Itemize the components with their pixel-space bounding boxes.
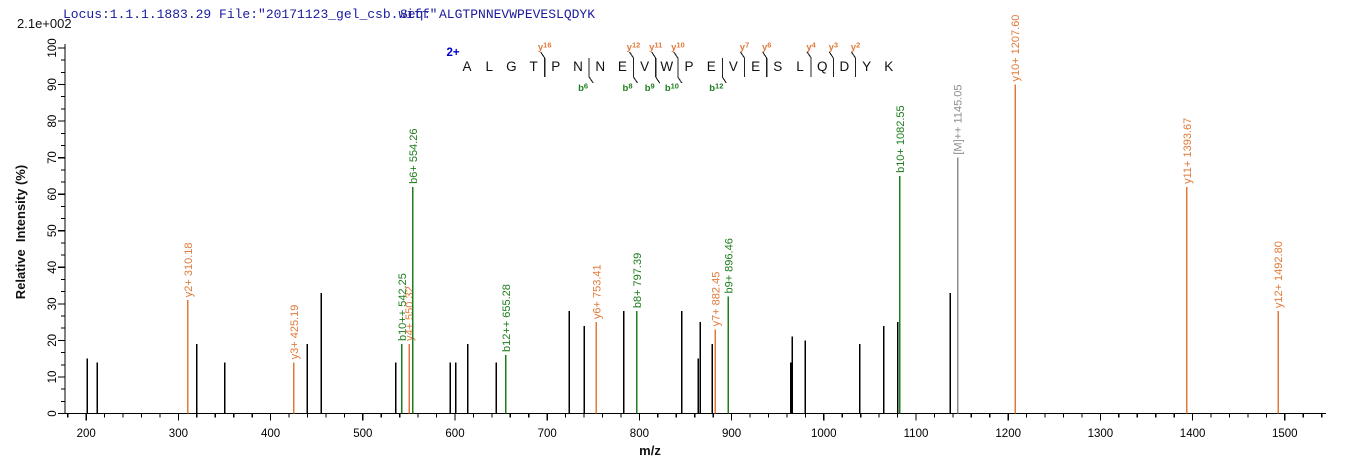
sequence-residue: G bbox=[506, 59, 517, 74]
y-tick-label: 0 bbox=[47, 410, 59, 416]
b-ion-label: b12 bbox=[709, 82, 723, 95]
fragment-divider-y-diagonal bbox=[806, 51, 812, 59]
sequence-residue: Y bbox=[862, 59, 871, 74]
sequence-residue: K bbox=[884, 59, 893, 74]
x-tick-label: 1500 bbox=[1272, 428, 1298, 440]
fragment-divider-b-diagonal bbox=[633, 76, 638, 84]
header-sequence: Seq: ALGTPNNEVWPEVESLQDYK bbox=[400, 7, 596, 22]
sequence-residue: T bbox=[529, 59, 537, 74]
peak-label: b12++ 655.28 bbox=[501, 284, 513, 352]
y-ion-label: y3 bbox=[829, 41, 838, 54]
precursor-charge: 2+ bbox=[446, 47, 459, 59]
x-axis-title: m/z bbox=[639, 443, 661, 458]
fragment-divider-b-diagonal bbox=[721, 76, 727, 84]
peak-label: b10+ 1082.55 bbox=[895, 105, 907, 173]
fragment-divider-y-diagonal bbox=[629, 51, 634, 59]
fragment-divider-y-diagonal bbox=[651, 51, 657, 59]
x-tick-label: 1400 bbox=[1180, 428, 1206, 440]
peak-label: [M]++ 1145.05 bbox=[953, 85, 965, 155]
peak-label: y6+ 753.41 bbox=[591, 264, 603, 319]
y-ion-label: y12 bbox=[627, 41, 641, 54]
x-tick-label: 900 bbox=[722, 428, 741, 440]
sequence-residue: Q bbox=[817, 59, 828, 74]
peak-label: b8+ 797.39 bbox=[632, 253, 644, 308]
peak-label: y4+ 550.32 bbox=[404, 286, 416, 341]
sequence-residue: E bbox=[707, 59, 716, 74]
sequence-residue: V bbox=[729, 59, 738, 74]
sequence-residue: L bbox=[796, 59, 804, 74]
y-tick-label: 50 bbox=[47, 224, 59, 237]
fragment-divider-y-diagonal bbox=[851, 51, 856, 59]
fragment-divider-b-diagonal bbox=[588, 76, 594, 84]
y-ion-label: y10 bbox=[671, 41, 685, 54]
sequence-residue: D bbox=[840, 59, 850, 74]
sequence-residue: E bbox=[618, 59, 627, 74]
y-ion-label: y7 bbox=[740, 41, 749, 54]
peak-label: y12+ 1492.80 bbox=[1273, 241, 1285, 308]
sequence-residue: P bbox=[684, 59, 693, 74]
y-ion-label: y2 bbox=[851, 41, 860, 54]
y-tick-label: 30 bbox=[47, 297, 59, 310]
fragment-divider-b-diagonal bbox=[677, 76, 683, 84]
x-tick-label: 800 bbox=[630, 428, 649, 440]
y-tick-label: 80 bbox=[47, 115, 59, 128]
x-tick-label: 1300 bbox=[1088, 428, 1114, 440]
y-ion-label: y16 bbox=[538, 41, 552, 54]
x-tick-label: 400 bbox=[261, 428, 280, 440]
peak-label: y3+ 425.19 bbox=[289, 305, 301, 360]
peak-label: y10+ 1207.60 bbox=[1010, 15, 1022, 82]
fragment-divider-y-diagonal bbox=[828, 51, 834, 59]
x-tick-label: 1200 bbox=[995, 428, 1021, 440]
peak-label: b9+ 896.46 bbox=[723, 238, 735, 293]
x-tick-label: 700 bbox=[538, 428, 557, 440]
peak-label: y11+ 1393.67 bbox=[1182, 118, 1194, 184]
b-ion-label: b8 bbox=[623, 82, 633, 95]
x-tick-label: 1100 bbox=[904, 428, 929, 440]
sequence-residue: E bbox=[751, 59, 760, 74]
y-ion-label: y4 bbox=[806, 41, 816, 54]
sequence-residue: N bbox=[595, 59, 605, 74]
x-tick-label: 500 bbox=[353, 428, 372, 440]
fragment-divider-y-diagonal bbox=[673, 51, 679, 59]
sequence-residue: V bbox=[640, 59, 649, 74]
peak-label: y2+ 310.18 bbox=[183, 242, 195, 297]
x-tick-label: 200 bbox=[77, 428, 96, 440]
x-tick-label: 1000 bbox=[811, 428, 837, 440]
sequence-residue: W bbox=[660, 59, 673, 74]
sequence-residue: S bbox=[773, 59, 782, 74]
peak-label: b10++ 542.25 bbox=[397, 273, 409, 341]
y-tick-label: 60 bbox=[47, 188, 59, 201]
x-tick-label: 300 bbox=[169, 428, 188, 440]
y-tick-label: 40 bbox=[47, 261, 59, 274]
y-ion-label: y11 bbox=[649, 41, 662, 54]
x-tick-label: 600 bbox=[445, 428, 464, 440]
b-ion-label: b10 bbox=[665, 82, 679, 95]
fragment-divider-y-diagonal bbox=[540, 51, 546, 59]
y-tick-label: 70 bbox=[47, 151, 59, 164]
intensity-scale-label: 2.1e+002 bbox=[17, 16, 72, 31]
b-ion-label: b6 bbox=[578, 82, 588, 95]
fragment-divider-y-diagonal bbox=[740, 51, 745, 59]
y-tick-label: 10 bbox=[47, 371, 59, 384]
peak-label: y7+ 882.45 bbox=[710, 272, 722, 327]
sequence-residue: L bbox=[485, 59, 493, 74]
y-tick-label: 20 bbox=[47, 334, 59, 347]
sequence-residue: P bbox=[551, 59, 560, 74]
header-locus-file: Locus:1.1.1.1883.29 File:"20171123_gel_c… bbox=[63, 7, 438, 22]
sequence-residue: N bbox=[573, 59, 583, 74]
fragment-divider-y-diagonal bbox=[762, 51, 768, 59]
fragment-divider-b-diagonal bbox=[655, 76, 661, 84]
y-tick-label: 90 bbox=[47, 78, 59, 91]
peak-label: b6+ 554.26 bbox=[408, 129, 420, 184]
y-ion-label: y6 bbox=[762, 41, 771, 54]
y-tick-label: 100 bbox=[47, 38, 59, 57]
sequence-residue: A bbox=[462, 59, 471, 74]
b-ion-label: b9 bbox=[645, 82, 655, 95]
